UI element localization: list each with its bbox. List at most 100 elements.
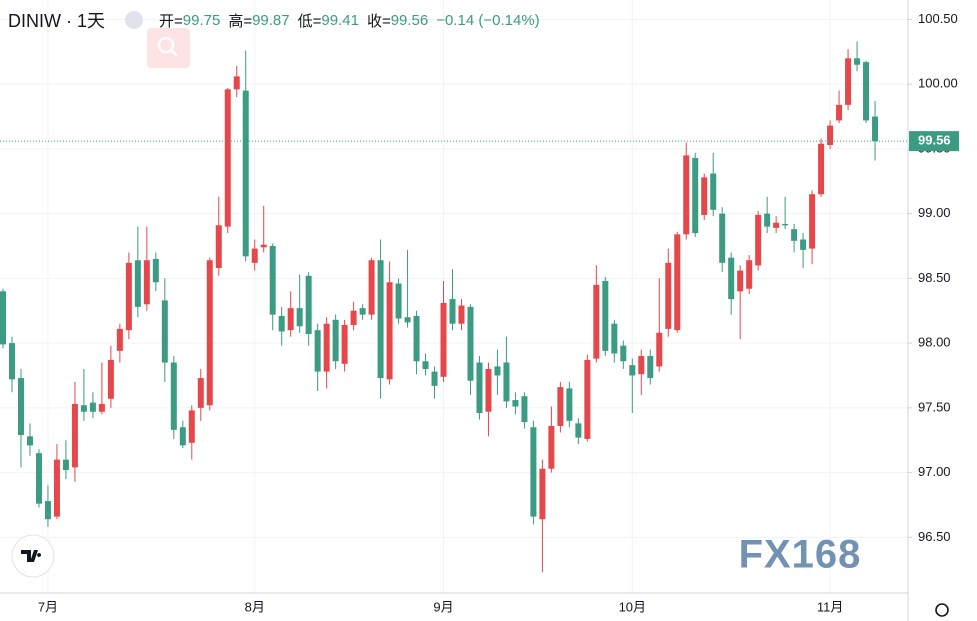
candle-body: [35, 453, 42, 504]
candle-body: [251, 248, 258, 263]
candle-body: [593, 284, 600, 359]
candle-body: [26, 436, 33, 446]
candle-body: [602, 280, 609, 351]
candle-body: [710, 173, 717, 210]
symbol: DINIW · 1天: [8, 11, 105, 31]
candle-body: [872, 116, 879, 142]
last-price-tag: [909, 131, 959, 152]
y-tick-label: 97.00: [918, 464, 951, 479]
candle-body: [494, 366, 501, 376]
candle-body: [863, 62, 870, 121]
candle-body: [809, 194, 816, 249]
watermark: FX168: [739, 533, 862, 577]
candle-body: [467, 306, 474, 381]
candle-body: [215, 225, 222, 269]
candle-body: [17, 378, 24, 436]
candle-body: [98, 403, 105, 412]
candle-body: [197, 378, 204, 408]
ohlc-label: 收=: [366, 12, 391, 30]
candle-body: [827, 125, 834, 146]
candle-body: [116, 328, 123, 351]
candle-body: [665, 262, 672, 329]
candle-body: [548, 425, 555, 469]
candle-body: [485, 369, 492, 412]
x-tick-label: 10月: [619, 599, 646, 614]
candle-body: [503, 362, 510, 402]
ohlc-label: 高=: [228, 12, 253, 30]
candle-body: [332, 319, 339, 362]
candle-body: [845, 58, 852, 105]
candle-body: [188, 410, 195, 443]
y-tick-label: 96.50: [918, 529, 951, 544]
candle-body: [521, 396, 528, 423]
candle-body: [107, 359, 114, 399]
candle-body: [647, 356, 654, 379]
search-button[interactable]: [147, 28, 190, 68]
candle-body: [818, 143, 825, 195]
collapse-button[interactable]: [125, 11, 143, 29]
candle-body: [620, 345, 627, 362]
candle-body: [692, 157, 699, 234]
x-tick-label: 7月: [38, 599, 58, 614]
candle-body: [755, 214, 762, 266]
candle-body: [728, 257, 735, 300]
candle-body: [539, 468, 546, 520]
candle-body: [611, 323, 618, 354]
candle-body: [161, 300, 168, 363]
last-price-label: 99.56: [918, 133, 951, 148]
candle-body: [80, 405, 87, 412]
tv-logo: [21, 550, 42, 562]
candle-body: [683, 155, 690, 235]
candle-body: [44, 501, 51, 520]
y-tick-label: 98.50: [918, 270, 951, 285]
ohlc-value: 99.87: [252, 11, 290, 29]
candle-body: [323, 323, 330, 372]
candle-body: [638, 356, 645, 375]
candle-body: [449, 299, 456, 324]
candle-body: [350, 310, 357, 325]
candle-body: [53, 459, 60, 517]
candle-body: [656, 332, 663, 367]
x-tick-label: 11月: [817, 599, 844, 614]
y-tick-label: 99.00: [918, 205, 951, 220]
candle-body: [629, 365, 636, 376]
candle-body: [206, 260, 213, 406]
candle-body: [62, 459, 69, 470]
candle-body: [377, 260, 384, 379]
candle-body: [89, 402, 96, 412]
ohlc-label: 低=: [297, 12, 322, 30]
candle-body: [854, 58, 861, 65]
x-tick-label: 9月: [433, 599, 453, 614]
candle-body: [386, 282, 393, 380]
candle-body: [287, 308, 294, 331]
candle-body: [71, 403, 78, 468]
candle-body: [152, 258, 159, 283]
candle-body: [737, 270, 744, 292]
candle-body: [431, 371, 438, 386]
ohlc-value: 99.41: [321, 11, 359, 29]
candle-body: [719, 213, 726, 263]
y-tick-label: 98.00: [918, 335, 951, 350]
legend-header: DINIW · 1天 开= 99.75 高= 99.87 低= 99.41 收= 99.…: [8, 7, 548, 33]
candle-body: [458, 305, 465, 324]
candle-body: [566, 388, 573, 421]
candle-body: [341, 324, 348, 364]
candle-body: [512, 400, 519, 407]
candle-body: [800, 239, 807, 250]
candle-body: [422, 361, 429, 370]
candle-body: [674, 234, 681, 331]
candle-body: [791, 229, 798, 241]
candle-body: [440, 302, 447, 377]
candle-body: [395, 283, 402, 319]
candle-body: [584, 359, 591, 439]
settings-button[interactable]: [935, 603, 949, 617]
candle-body: [179, 427, 186, 446]
candle-body: [260, 244, 267, 248]
y-tick-label: 100.50: [918, 11, 958, 26]
candle-body: [782, 223, 789, 226]
candle-body: [134, 260, 141, 307]
candle-body: [8, 343, 15, 380]
candle-body: [773, 222, 780, 228]
candle-body: [368, 260, 375, 315]
